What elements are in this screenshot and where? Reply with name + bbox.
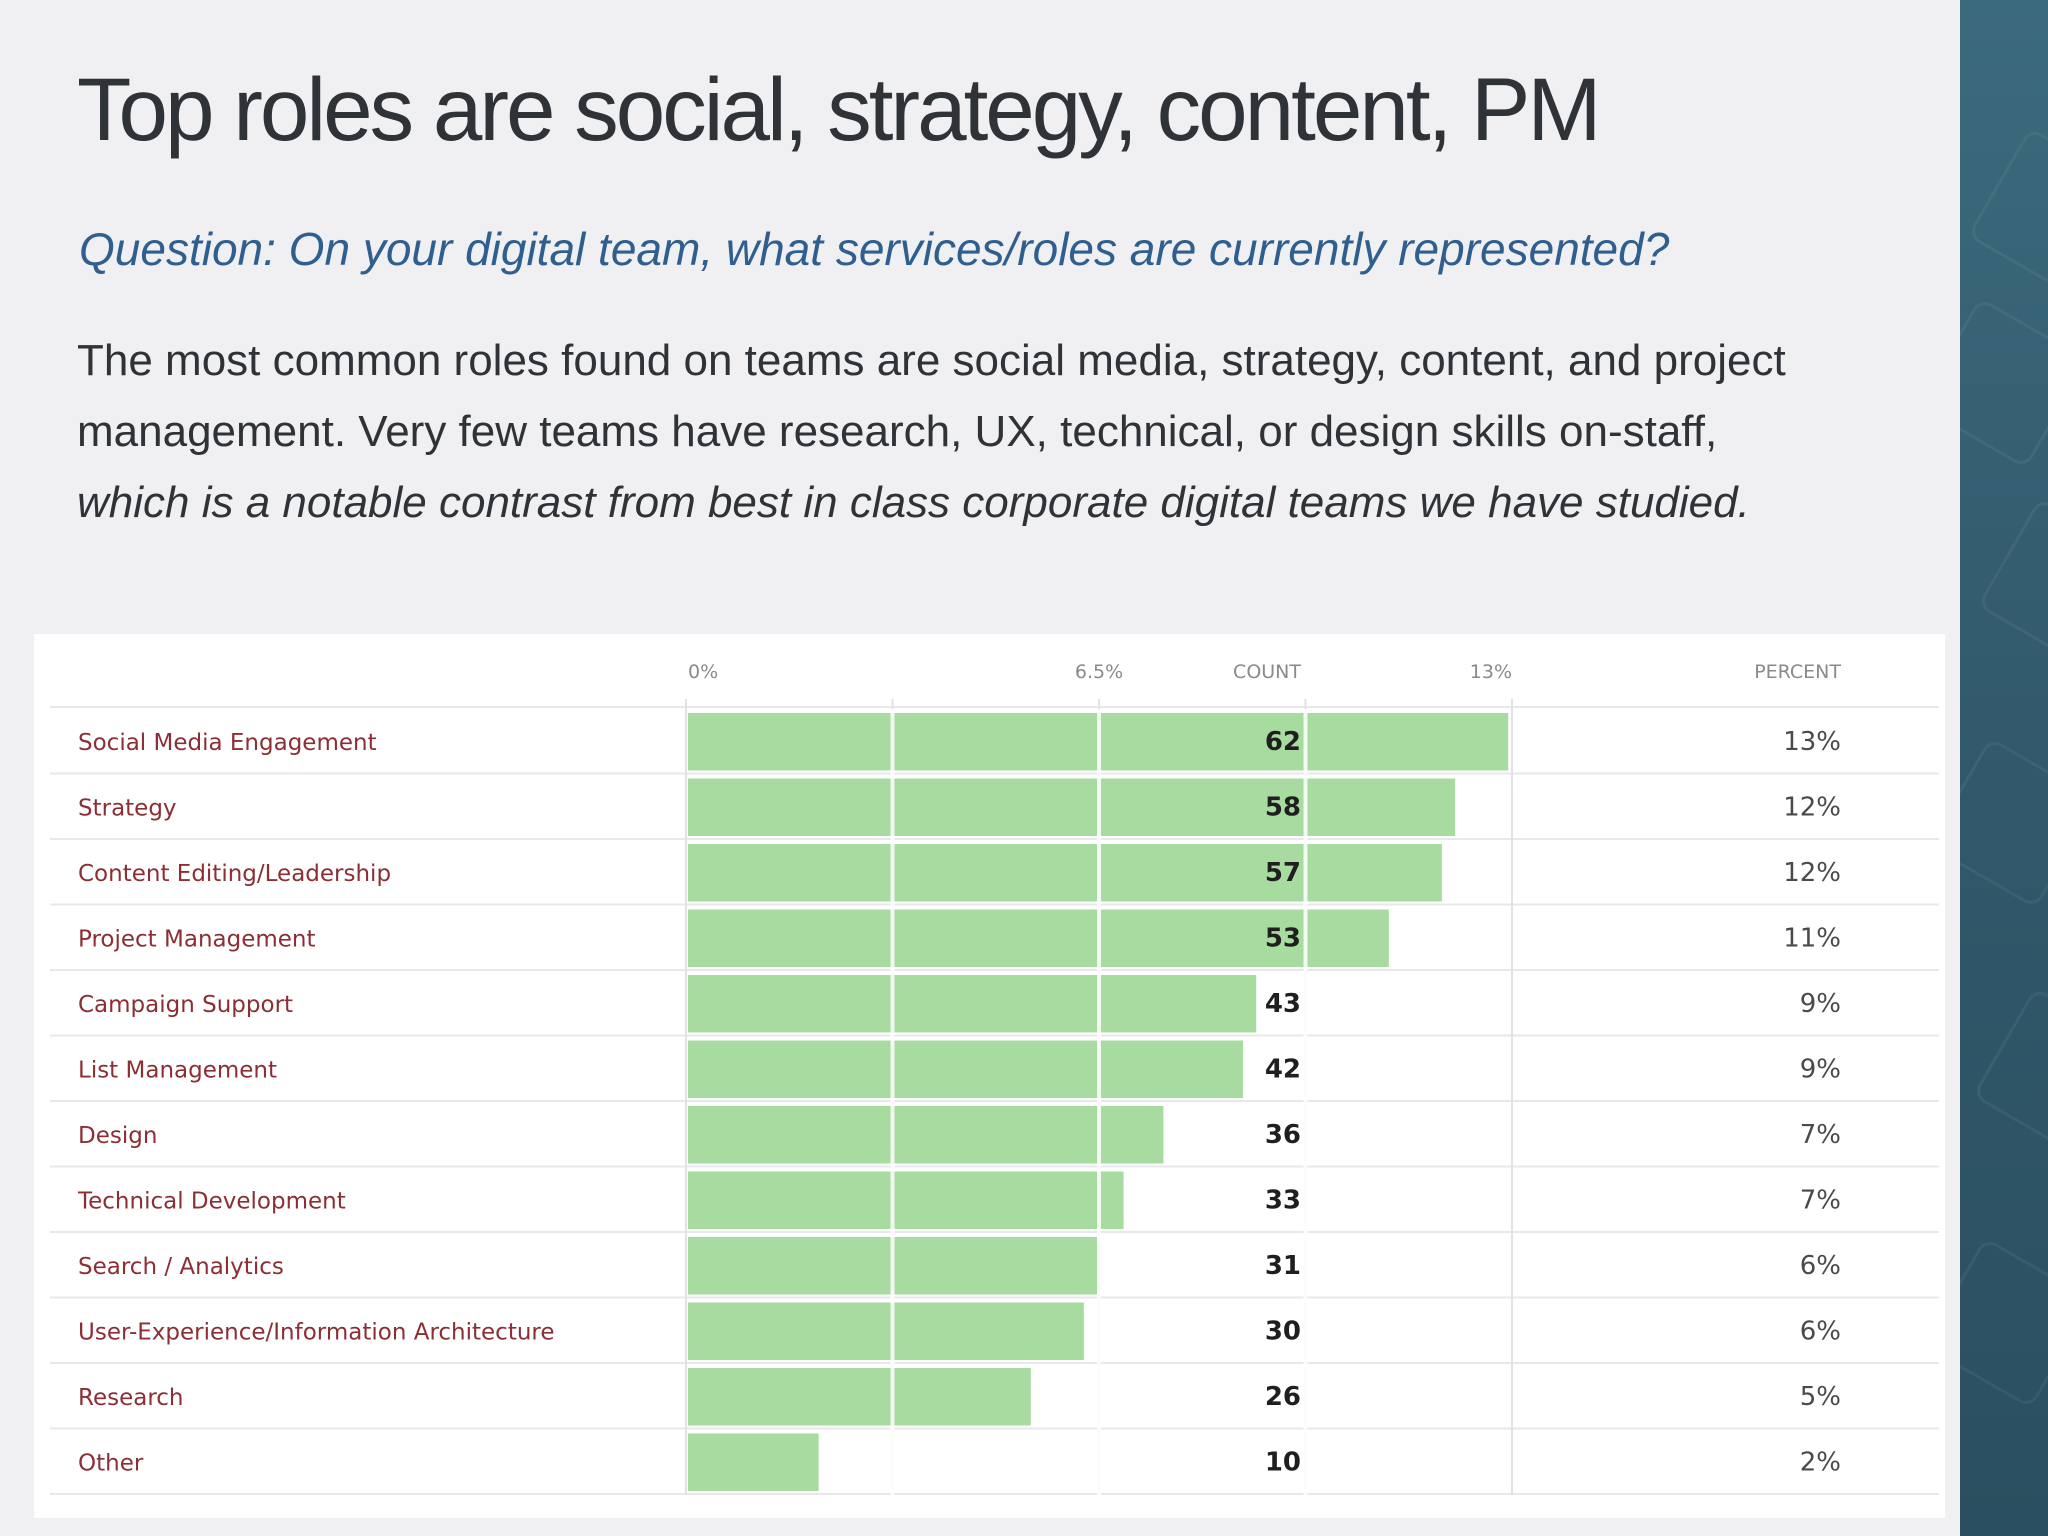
axis-tick-label: 6.5% bbox=[1075, 661, 1123, 683]
bar bbox=[688, 975, 1257, 1033]
chart-panel: 0% 6.5% 13% COUNT PERCENT Social Media Engage… bbox=[34, 634, 1945, 1518]
category-label: Other bbox=[78, 1450, 144, 1476]
percent-value: 9% bbox=[1800, 989, 1841, 1019]
hexagon-pattern-shape bbox=[1976, 496, 2048, 670]
bar bbox=[688, 909, 1389, 967]
percent-value: 9% bbox=[1800, 1054, 1841, 1084]
bar bbox=[688, 1433, 819, 1491]
summary-paragraph: The most common roles found on teams are… bbox=[77, 325, 1837, 538]
bar bbox=[688, 1106, 1164, 1164]
decorative-sidebar bbox=[1960, 0, 2048, 1536]
hexagon-pattern-shape bbox=[1960, 736, 2048, 910]
percent-value: 6% bbox=[1800, 1251, 1841, 1281]
count-value: 43 bbox=[1265, 989, 1301, 1019]
hexagon-pattern-shape bbox=[1960, 1236, 2048, 1410]
count-value: 42 bbox=[1265, 1054, 1301, 1084]
bar bbox=[688, 778, 1456, 836]
count-value: 58 bbox=[1265, 792, 1301, 822]
axis-tick-label: 0% bbox=[688, 661, 718, 683]
category-label: Technical Development bbox=[77, 1188, 346, 1214]
axis-tick-label: 13% bbox=[1470, 661, 1512, 683]
roles-bar-chart: 0% 6.5% 13% COUNT PERCENT Social Media Engage… bbox=[50, 661, 1939, 1495]
category-label: Project Management bbox=[78, 926, 316, 952]
hexagon-pattern-shape bbox=[1966, 126, 2048, 300]
hexagon-pattern-shape bbox=[1971, 986, 2048, 1160]
count-value: 10 bbox=[1265, 1447, 1301, 1477]
percent-value: 12% bbox=[1783, 858, 1841, 888]
category-label: Design bbox=[78, 1123, 157, 1149]
count-value: 33 bbox=[1265, 1185, 1301, 1215]
count-value: 30 bbox=[1265, 1316, 1301, 1346]
count-column-header: COUNT bbox=[1233, 661, 1301, 683]
percent-value: 6% bbox=[1800, 1316, 1841, 1346]
bar bbox=[688, 1040, 1243, 1098]
percent-value: 5% bbox=[1800, 1382, 1841, 1412]
category-label: User-Experience/Information Architecture bbox=[78, 1319, 555, 1345]
summary-text: The most common roles found on teams are… bbox=[77, 336, 1786, 456]
percent-value: 13% bbox=[1783, 727, 1841, 757]
percent-value: 12% bbox=[1783, 792, 1841, 822]
category-label: Research bbox=[78, 1385, 184, 1411]
category-label: List Management bbox=[78, 1057, 277, 1083]
percent-value: 7% bbox=[1800, 1185, 1841, 1215]
slide-title: Top roles are social, strategy, content,… bbox=[77, 59, 1602, 159]
bar bbox=[688, 1171, 1124, 1229]
count-value: 26 bbox=[1265, 1382, 1301, 1412]
bar bbox=[688, 1368, 1031, 1426]
summary-italic-text: which is a notable contrast from best in… bbox=[77, 478, 1750, 527]
count-value: 36 bbox=[1265, 1120, 1301, 1150]
category-label: Strategy bbox=[78, 795, 177, 821]
category-label: Content Editing/Leadership bbox=[78, 861, 391, 887]
category-label: Social Media Engagement bbox=[78, 730, 377, 756]
category-label: Search / Analytics bbox=[78, 1254, 284, 1280]
percent-value: 2% bbox=[1800, 1447, 1841, 1477]
count-value: 62 bbox=[1265, 727, 1301, 757]
hexagon-pattern-shape bbox=[1960, 296, 2048, 470]
bar bbox=[688, 1302, 1084, 1360]
count-value: 57 bbox=[1265, 858, 1301, 888]
percent-column-header: PERCENT bbox=[1754, 661, 1841, 683]
percent-value: 11% bbox=[1783, 923, 1841, 953]
count-value: 31 bbox=[1265, 1251, 1301, 1281]
category-label: Campaign Support bbox=[78, 992, 293, 1018]
percent-value: 7% bbox=[1800, 1120, 1841, 1150]
count-value: 53 bbox=[1265, 923, 1301, 953]
bar bbox=[688, 844, 1442, 902]
survey-question: Question: On your digital team, what ser… bbox=[79, 223, 1670, 275]
